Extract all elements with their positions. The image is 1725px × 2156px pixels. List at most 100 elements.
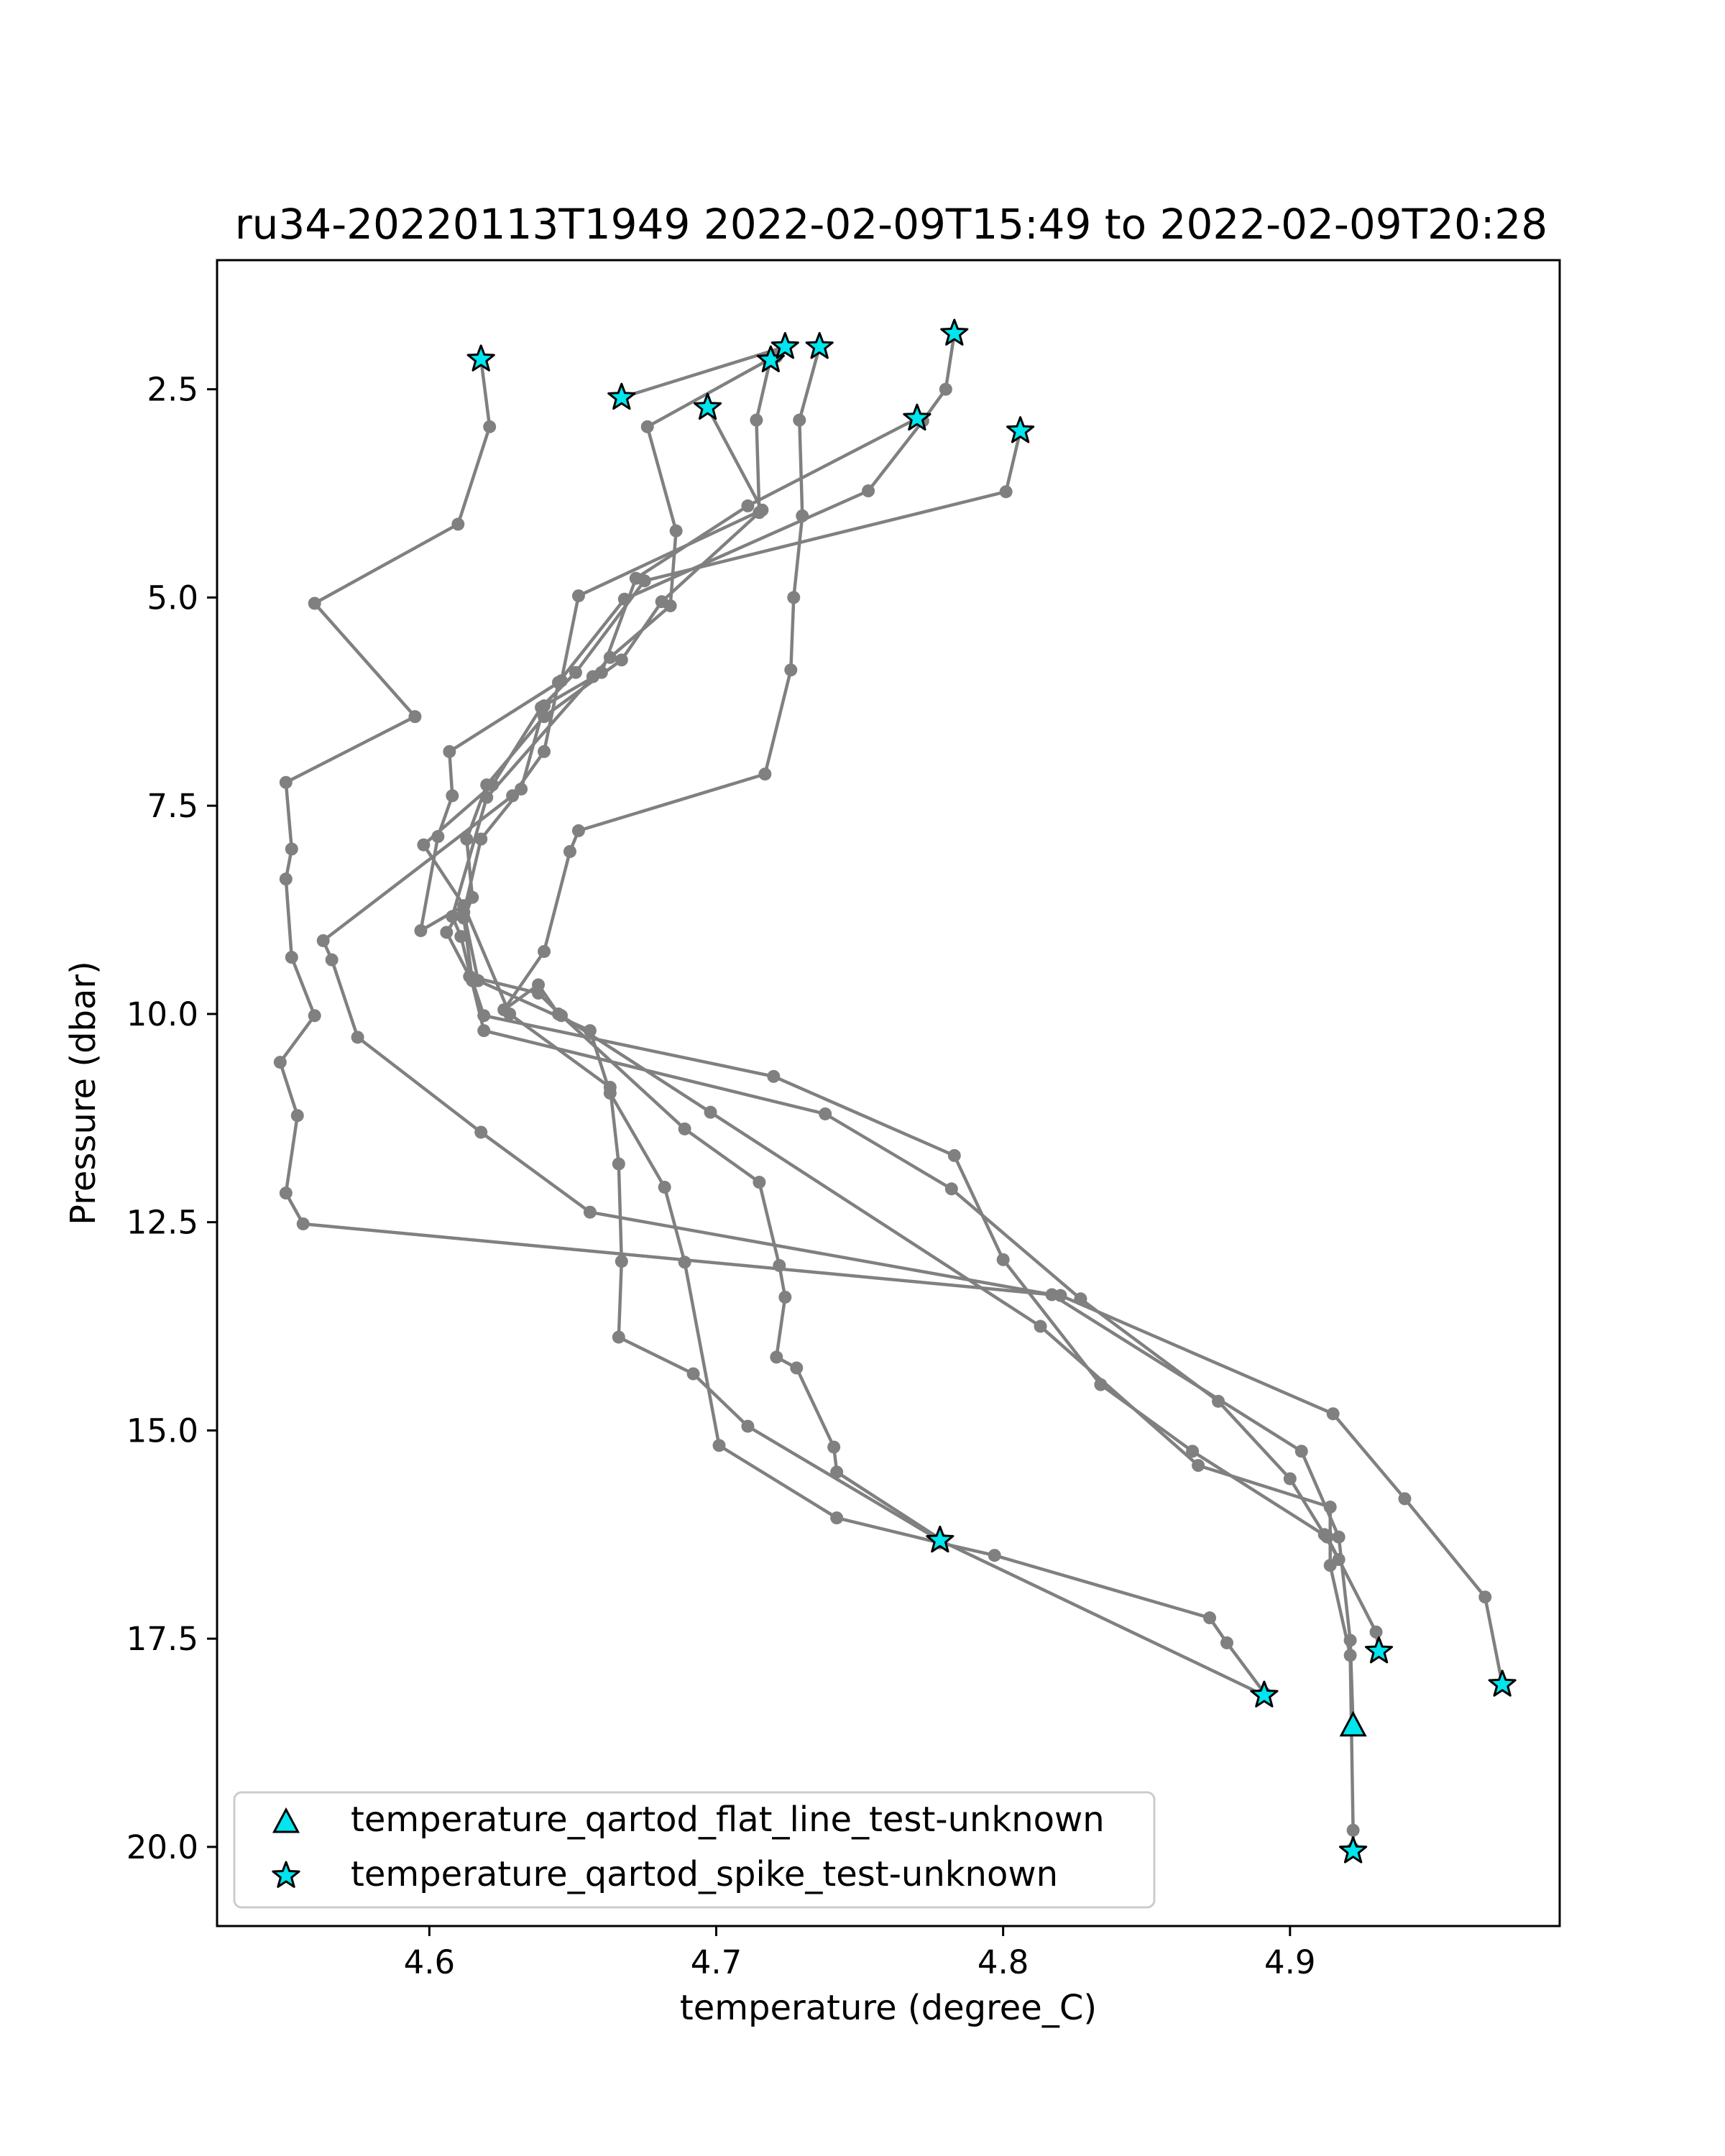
profile-point xyxy=(571,824,585,837)
profile-point xyxy=(658,1180,671,1194)
profile-point xyxy=(554,1009,568,1023)
y-tick-label: 10.0 xyxy=(126,995,198,1033)
profile-point xyxy=(638,574,651,588)
profile-point xyxy=(460,832,474,846)
legend: temperature_qartod_flat_line_test-unknow… xyxy=(233,1791,1156,1909)
profile-point xyxy=(351,1031,364,1044)
x-tick-label: 4.7 xyxy=(691,1943,742,1981)
spike-flag-marker xyxy=(1365,1636,1394,1664)
profile-point xyxy=(285,842,298,856)
profile-point xyxy=(830,1511,844,1525)
profile-point xyxy=(1203,1611,1217,1625)
profile-point xyxy=(944,1182,958,1196)
profile-point xyxy=(417,838,431,852)
profile-point xyxy=(486,778,500,792)
profile-point xyxy=(1283,1472,1297,1485)
profile-point xyxy=(1045,1288,1059,1302)
profile-point xyxy=(457,899,471,913)
profile-point xyxy=(755,503,769,517)
profile-point xyxy=(988,1549,1001,1562)
profile-point xyxy=(1192,1459,1205,1473)
profile-line xyxy=(321,333,1355,1726)
profile-point xyxy=(474,1125,488,1139)
spike-flag-marker xyxy=(694,392,722,420)
y-tick-label: 15.0 xyxy=(126,1411,198,1450)
spike-flag-marker xyxy=(940,318,969,346)
profile-point xyxy=(316,934,330,947)
profile-point xyxy=(1186,1445,1200,1458)
profile-point xyxy=(678,1256,691,1269)
flag-layer xyxy=(466,318,1517,1864)
spike-flag-marker xyxy=(1006,416,1035,443)
y-tick-label: 2.5 xyxy=(147,371,198,409)
profile-point xyxy=(999,485,1013,499)
x-tick-label: 4.8 xyxy=(978,1943,1029,1981)
profile-point xyxy=(538,745,551,758)
profile-point xyxy=(1323,1501,1337,1514)
spike-flag-marker xyxy=(1339,1836,1368,1864)
profile-point xyxy=(408,710,422,724)
y-tick-label: 5.0 xyxy=(147,579,198,617)
profile-point xyxy=(571,589,585,603)
profile-point xyxy=(594,665,608,679)
profile-point xyxy=(538,944,551,958)
profile-line xyxy=(419,407,1265,1697)
profile-point xyxy=(1332,1530,1346,1544)
profile-point xyxy=(615,653,628,667)
profile-point xyxy=(796,509,809,522)
profile-point xyxy=(285,951,298,964)
profile-point xyxy=(686,1367,700,1381)
profile-point xyxy=(451,517,465,531)
plot-area xyxy=(217,260,1560,1926)
profile-point xyxy=(535,701,548,714)
profile-point xyxy=(1074,1292,1087,1306)
profile-line xyxy=(451,345,1340,1561)
profile-point xyxy=(483,420,497,433)
profile-point xyxy=(1369,1625,1383,1639)
profile-point xyxy=(1212,1394,1225,1408)
profile-point xyxy=(273,1056,287,1069)
profile-point xyxy=(830,1465,844,1479)
spike-flag-marker xyxy=(805,332,834,359)
profile-point xyxy=(1343,1649,1357,1662)
profile-point xyxy=(515,782,528,796)
profile-point xyxy=(862,484,875,498)
profile-point xyxy=(678,1122,691,1135)
profile-point xyxy=(615,1255,628,1268)
y-tick-label: 12.5 xyxy=(126,1204,198,1242)
profile-point xyxy=(1034,1319,1047,1333)
profile-point xyxy=(790,1361,804,1375)
legend-label-spike: temperature_qartod_spike_test-unknown xyxy=(351,1854,1058,1894)
profile-point xyxy=(712,1439,726,1452)
profile-point xyxy=(778,1290,792,1304)
profile-point xyxy=(503,1007,517,1021)
x-tick-label: 4.6 xyxy=(404,1943,456,1981)
profile-point xyxy=(1478,1590,1492,1604)
profile-point xyxy=(290,1109,304,1123)
profile-point xyxy=(440,926,454,939)
profile-point xyxy=(773,1258,786,1272)
profile-point xyxy=(279,1187,293,1200)
profile-line xyxy=(462,357,1381,1651)
profile-point xyxy=(308,596,321,610)
profile-point xyxy=(753,1176,766,1189)
legend-star-marker xyxy=(272,1861,300,1888)
spike-flag-marker xyxy=(926,1525,954,1553)
profile-line xyxy=(462,417,1266,1694)
profile-point xyxy=(741,1419,755,1433)
spike-flag-marker xyxy=(607,382,636,410)
plot-frame xyxy=(216,259,1561,1927)
profile-point xyxy=(477,1024,491,1038)
profile-point xyxy=(1346,1823,1360,1837)
chart-title: ru34-20220113T1949 2022-02-09T15:49 to 2… xyxy=(235,200,1547,249)
profile-point xyxy=(741,499,755,512)
y-tick-label: 20.0 xyxy=(126,1828,198,1866)
profile-point xyxy=(770,1350,783,1364)
profile-point xyxy=(939,382,952,396)
profile-point xyxy=(279,775,293,789)
profile-point xyxy=(1398,1492,1412,1506)
profile-point xyxy=(793,413,806,427)
profile-line xyxy=(502,346,1355,1849)
star-icon xyxy=(272,1861,300,1888)
